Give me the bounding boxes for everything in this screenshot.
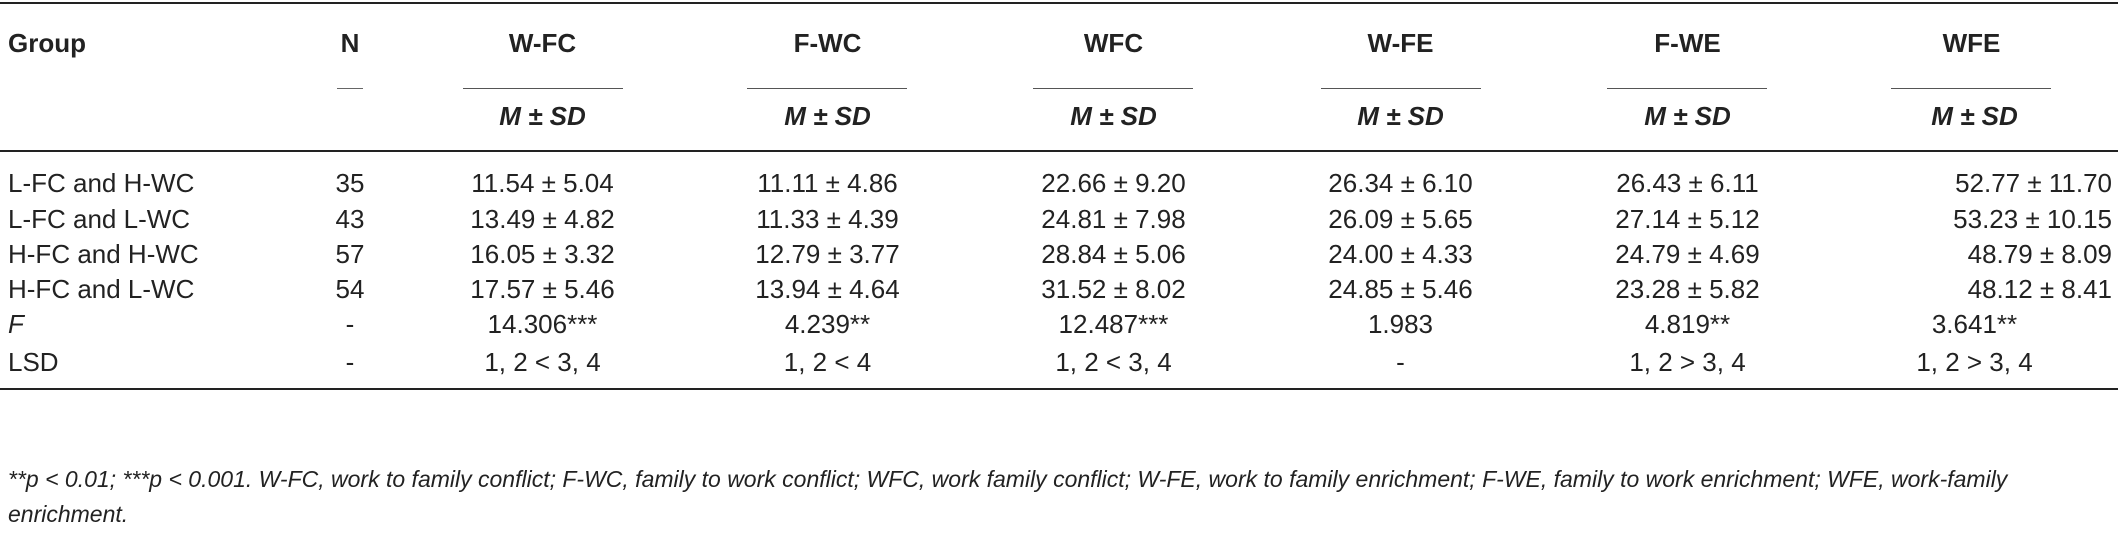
- subheader-msd: M ± SD: [1257, 82, 1544, 152]
- table-cell: 26.09 ± 5.65: [1328, 204, 1473, 234]
- table-cell: 48.79 ± 8.09: [1967, 239, 2112, 269]
- table-cell: 16.05 ± 3.32: [470, 239, 615, 269]
- table-cell: 53.23 ± 10.15: [1953, 204, 2112, 234]
- table-cell: 3.641**: [1931, 309, 2018, 339]
- table-cell: 11.33 ± 4.39: [756, 204, 899, 234]
- col-header-wfc-work-to-family: W-FC: [400, 3, 685, 89]
- table-cell: 12.487***: [1058, 309, 1169, 339]
- table-cell: 24.79 ± 4.69: [1615, 239, 1760, 269]
- row-n: 57: [335, 239, 365, 269]
- table-cell: 1.983: [1367, 309, 1434, 339]
- row-label: LSD: [8, 346, 59, 377]
- header-row: Group N W-FC F-WC WFC W-FE F-WE: [0, 3, 2118, 89]
- n-header-rule: [337, 87, 363, 89]
- subheader-msd: M ± SD: [970, 82, 1257, 152]
- table-row: F - 14.306*** 4.239** 12.487*** 1.983 4.…: [0, 307, 2118, 342]
- subheader-msd: M ± SD: [1831, 82, 2118, 152]
- subheader-msd: M ± SD: [1544, 82, 1831, 152]
- table-cell: 1, 2 < 3, 4: [1055, 346, 1172, 377]
- col-header-fwc: F-WC: [685, 3, 970, 89]
- table-cell: 23.28 ± 5.82: [1615, 274, 1760, 304]
- table-cell: 24.00 ± 4.33: [1328, 239, 1473, 269]
- table-cell: 12.79 ± 3.77: [755, 239, 900, 269]
- results-table: Group N W-FC F-WC WFC W-FE F-WE: [0, 2, 2118, 390]
- subheader-empty: [0, 82, 300, 152]
- table-footnote: **p < 0.01; ***p < 0.001. W-FC, work to …: [8, 466, 2008, 527]
- table-cell: 13.94 ± 4.64: [755, 274, 900, 304]
- table-cell: 24.81 ± 7.98: [1041, 204, 1186, 234]
- col-header-fwe: F-WE: [1544, 3, 1831, 89]
- table-cell: -: [1396, 346, 1405, 377]
- table-cell: 11.54 ± 5.04: [471, 167, 614, 198]
- table-cell: 52.77 ± 11.70: [1955, 167, 2112, 198]
- table-cell: 4.819**: [1644, 309, 1731, 339]
- row-n: -: [345, 309, 355, 339]
- table-cell: 24.85 ± 5.46: [1328, 274, 1473, 304]
- row-label: L-FC and L-WC: [8, 204, 191, 234]
- group-header: Group: [8, 27, 86, 58]
- table-cell: 17.57 ± 5.46: [470, 274, 615, 304]
- table-cell: 27.14 ± 5.12: [1615, 204, 1760, 234]
- table-row: L-FC and H-WC 35 11.54 ± 5.04 11.11 ± 4.…: [0, 151, 2118, 202]
- col-header-wfe-work-to-family: W-FE: [1257, 3, 1544, 89]
- row-n: 43: [335, 204, 365, 234]
- subheader-row: M ± SD M ± SD M ± SD M ± SD M ± SD M ± S…: [0, 82, 2118, 152]
- table-row: LSD - 1, 2 < 3, 4 1, 2 < 4 1, 2 < 3, 4 -…: [0, 342, 2118, 389]
- table-cell: 22.66 ± 9.20: [1041, 167, 1186, 198]
- row-n: 35: [335, 167, 365, 198]
- table-row: H-FC and H-WC 57 16.05 ± 3.32 12.79 ± 3.…: [0, 237, 2118, 272]
- row-n: -: [345, 346, 355, 377]
- table-cell: 26.34 ± 6.10: [1328, 167, 1473, 198]
- subheader-msd: M ± SD: [685, 82, 970, 152]
- table-cell: 48.12 ± 8.41: [1967, 274, 2112, 304]
- table-cell: 11.11 ± 4.86: [757, 167, 898, 198]
- row-label: H-FC and H-WC: [8, 239, 199, 269]
- table-cell: 14.306***: [487, 309, 598, 339]
- table-cell: 1, 2 < 3, 4: [484, 346, 601, 377]
- table-cell: 1, 2 < 4: [783, 346, 872, 377]
- table-cell: 26.43 ± 6.11: [1616, 167, 1759, 198]
- table-row: H-FC and L-WC 54 17.57 ± 5.46 13.94 ± 4.…: [0, 272, 2118, 307]
- table-cell: 4.239**: [784, 309, 871, 339]
- subheader-empty: [300, 82, 400, 152]
- table-cell: 13.49 ± 4.82: [470, 204, 615, 234]
- row-label: H-FC and L-WC: [8, 274, 195, 304]
- table-cell: 1, 2 > 3, 4: [1916, 346, 2033, 377]
- subheader-msd: M ± SD: [400, 82, 685, 152]
- row-label: F: [8, 309, 24, 339]
- row-label: L-FC and H-WC: [8, 167, 195, 198]
- n-header: N: [300, 3, 400, 89]
- table-cell: 28.84 ± 5.06: [1041, 239, 1186, 269]
- col-header-wfc: WFC: [970, 3, 1257, 89]
- table-cell: 31.52 ± 8.02: [1041, 274, 1186, 304]
- table-cell: 1, 2 > 3, 4: [1629, 346, 1746, 377]
- row-n: 54: [335, 274, 365, 304]
- table-row: L-FC and L-WC 43 13.49 ± 4.82 11.33 ± 4.…: [0, 202, 2118, 237]
- col-header-wfe: WFE: [1831, 3, 2118, 89]
